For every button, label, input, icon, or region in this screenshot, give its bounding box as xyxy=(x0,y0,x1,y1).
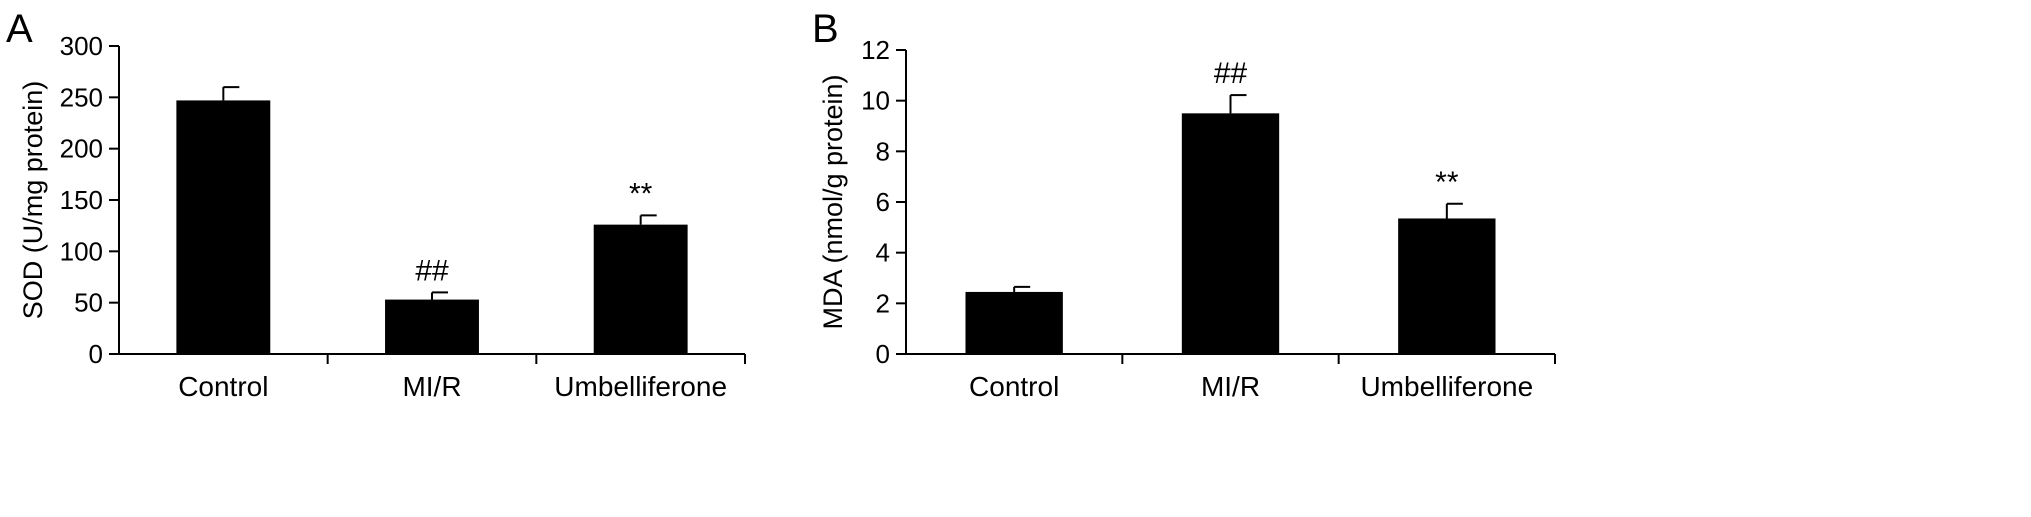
chart-panel-b: B 0 2 4 6 8 10 12 MDA (nmol/g protein) Control MI/… xyxy=(812,7,1556,402)
y-tick-label: 6 xyxy=(876,187,890,217)
bar-mi-r xyxy=(1181,113,1280,354)
y-tick-label: 0 xyxy=(876,339,890,369)
y-tick-label: 250 xyxy=(60,82,103,112)
y-tick-label: 10 xyxy=(861,86,890,116)
bar-umbelliferone xyxy=(1398,218,1496,354)
y-tick-label: 0 xyxy=(89,339,103,369)
y-tick-label: 4 xyxy=(876,238,890,268)
bar-mi-r xyxy=(385,299,479,354)
category-label: Control xyxy=(178,371,268,402)
y-axis-title: MDA (nmol/g protein) xyxy=(818,74,848,329)
y-tick-label: 50 xyxy=(74,288,103,318)
category-label: Control xyxy=(969,371,1059,402)
y-tick-label: 8 xyxy=(876,136,890,166)
significance-label: ## xyxy=(1214,57,1248,90)
panel-letter-b: B xyxy=(812,7,839,51)
y-tick-label: 12 xyxy=(861,35,890,65)
significance-label: ** xyxy=(1435,166,1459,199)
significance-label: ## xyxy=(415,254,449,287)
y-tick-label: 150 xyxy=(60,185,103,215)
y-axis-title: SOD (U/mg protein) xyxy=(18,81,48,320)
chart-panel-a: A 0 50 100 150 200 250 300 SOD (U/mg protein) Con… xyxy=(6,7,746,402)
category-label: Umbelliferone xyxy=(554,371,727,402)
bar-umbelliferone xyxy=(593,224,688,354)
y-tick-label: 2 xyxy=(876,288,890,318)
category-label: MI/R xyxy=(1201,371,1260,402)
category-label: Umbelliferone xyxy=(1360,371,1533,402)
y-tick-label: 200 xyxy=(60,134,103,164)
category-label: MI/R xyxy=(402,371,461,402)
panel-letter-a: A xyxy=(6,7,33,51)
y-tick-label: 300 xyxy=(60,31,103,61)
bar-control xyxy=(176,100,271,354)
bar-control xyxy=(965,291,1063,354)
significance-label: ** xyxy=(629,177,653,210)
y-tick-label: 100 xyxy=(60,236,103,266)
